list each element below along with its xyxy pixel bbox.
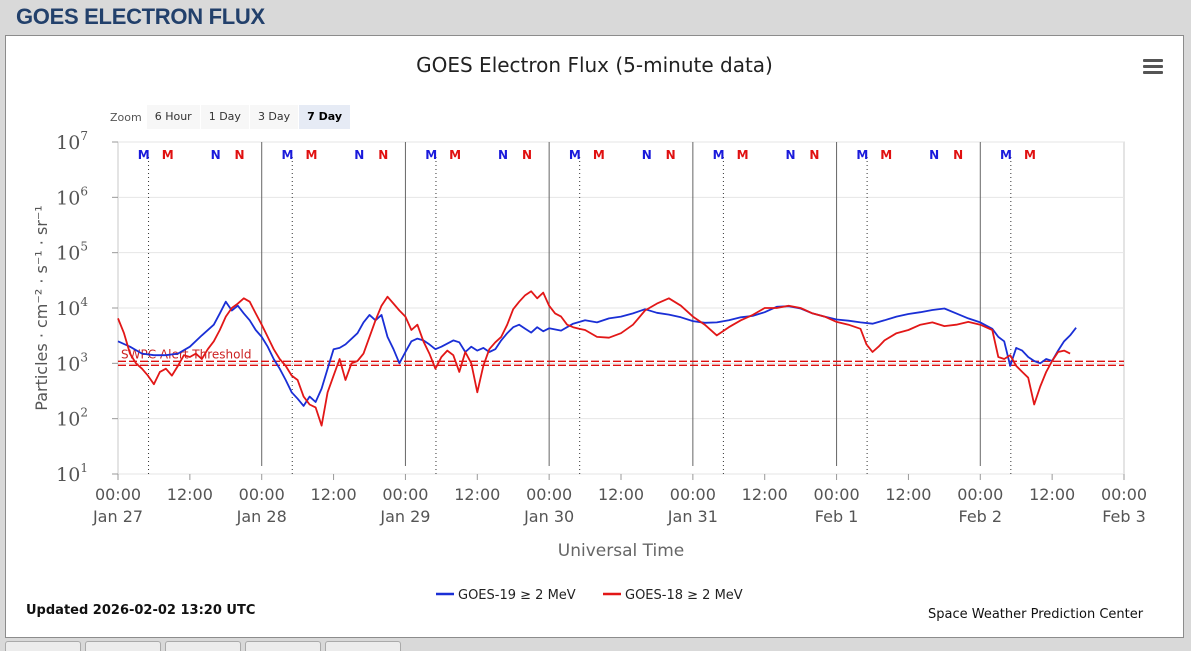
x-tick-time-label: 00:00 <box>239 485 285 504</box>
x-tick-date-label: Feb 1 <box>815 507 859 526</box>
x-tick-date-label: Jan 31 <box>667 507 718 526</box>
x-tick-date-label: Jan 30 <box>523 507 574 526</box>
legend-label: GOES-19 ≥ 2 MeV <box>458 588 576 603</box>
bottom-tab[interactable] <box>165 641 241 651</box>
crossing-marker: N <box>354 148 364 162</box>
x-tick-time-label: 12:00 <box>311 485 357 504</box>
series-line-goes-19 <box>117 300 1077 407</box>
crossing-marker: M <box>1024 148 1036 162</box>
zoom-1-day-button[interactable]: 1 Day <box>200 105 249 129</box>
crossing-marker: M <box>713 148 725 162</box>
y-tick-label: 102 <box>56 406 88 431</box>
x-tick-time-label: 12:00 <box>167 485 213 504</box>
x-tick-time-label: 00:00 <box>814 485 860 504</box>
crossing-marker: N <box>642 148 652 162</box>
x-tick-date-label: Feb 2 <box>958 507 1002 526</box>
y-tick-label: 106 <box>56 184 88 209</box>
crossing-marker: M <box>880 148 892 162</box>
x-tick-time-label: 00:00 <box>957 485 1003 504</box>
crossing-marker: M <box>449 148 461 162</box>
crossing-marker: M <box>737 148 749 162</box>
chart-title: GOES Electron Flux (5-minute data) <box>416 53 773 77</box>
x-axis-title: Universal Time <box>558 541 684 561</box>
electron-flux-chart: 101 102 103 104 105 106 107 00:00 Jan 27 12:00 00:… <box>32 129 1147 603</box>
crossing-marker: M <box>425 148 437 162</box>
hamburger-menu-icon[interactable] <box>1143 59 1163 77</box>
crossing-marker: M <box>1000 148 1012 162</box>
crossing-marker: M <box>856 148 868 162</box>
x-tick-time-label: 00:00 <box>526 485 572 504</box>
bottom-tab[interactable] <box>5 641 81 651</box>
crossing-marker: M <box>569 148 581 162</box>
zoom-bar: Zoom 6 Hour 1 Day 3 Day 7 Day <box>110 105 351 129</box>
crossing-marker: N <box>211 148 221 162</box>
crossing-marker: N <box>235 148 245 162</box>
zoom-7-day-button[interactable]: 7 Day <box>299 105 351 129</box>
x-tick-date-label: Jan 29 <box>379 507 430 526</box>
x-tick-time-label: 00:00 <box>1101 485 1147 504</box>
page-title: GOES ELECTRON FLUX <box>16 4 265 29</box>
x-tick-time-label: 12:00 <box>1029 485 1075 504</box>
series-line-goes-18 <box>117 290 1071 427</box>
crossing-marker: N <box>498 148 508 162</box>
x-tick-time-label: 12:00 <box>598 485 644 504</box>
bottom-tab[interactable] <box>325 641 401 651</box>
threshold-label: SWPC Alert Threshold <box>121 347 251 361</box>
x-tick-date-label: Feb 3 <box>1102 507 1146 526</box>
crossing-marker: N <box>929 148 939 162</box>
crossing-marker: M <box>305 148 317 162</box>
y-tick-label: 107 <box>56 129 88 154</box>
y-tick-label: 103 <box>56 350 88 375</box>
crossing-marker: M <box>281 148 293 162</box>
x-tick-time-label: 00:00 <box>382 485 428 504</box>
crossing-marker: N <box>522 148 532 162</box>
crossing-marker: M <box>162 148 174 162</box>
crossing-marker: M <box>138 148 150 162</box>
crossing-marker: N <box>666 148 676 162</box>
zoom-6-hour-button[interactable]: 6 Hour <box>146 105 200 129</box>
x-tick-time-label: 12:00 <box>454 485 500 504</box>
bottom-tab[interactable] <box>85 641 161 651</box>
x-tick-date-label: Jan 27 <box>92 507 143 526</box>
y-tick-label: 101 <box>56 461 88 486</box>
x-tick-date-label: Jan 28 <box>236 507 287 526</box>
zoom-3-day-button[interactable]: 3 Day <box>249 105 299 129</box>
crossing-marker: N <box>953 148 963 162</box>
x-tick-time-label: 12:00 <box>742 485 788 504</box>
updated-timestamp: Updated 2026-02-02 13:20 UTC <box>26 603 256 618</box>
x-tick-time-label: 12:00 <box>885 485 931 504</box>
bottom-tab[interactable] <box>245 641 321 651</box>
zoom-label: Zoom <box>110 110 142 124</box>
y-axis-title: Particles · cm⁻² · s⁻¹ · sr⁻¹ <box>32 205 51 410</box>
bottom-tab-strip <box>5 641 1182 651</box>
crossing-marker: N <box>785 148 795 162</box>
crossing-marker: N <box>809 148 819 162</box>
x-tick-time-label: 00:00 <box>95 485 141 504</box>
page-header: GOES ELECTRON FLUX <box>0 0 1191 32</box>
chart-panel: GOES Electron Flux (5-minute data) Zoom … <box>5 35 1184 638</box>
y-tick-label: 105 <box>56 240 88 265</box>
legend-label: GOES-18 ≥ 2 MeV <box>625 588 743 603</box>
x-tick-time-label: 00:00 <box>670 485 716 504</box>
credit-text: Space Weather Prediction Center <box>928 607 1144 622</box>
crossing-marker: N <box>378 148 388 162</box>
y-tick-label: 104 <box>56 295 88 320</box>
crossing-marker: M <box>593 148 605 162</box>
